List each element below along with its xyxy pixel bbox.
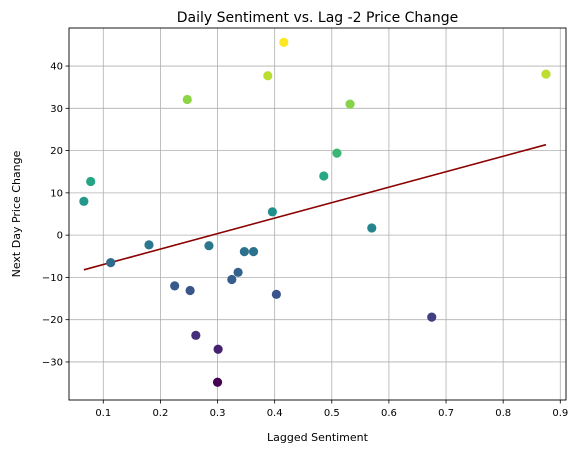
data-point <box>239 247 249 257</box>
y-tick-label: 0 <box>57 231 63 242</box>
y-tick-label: −10 <box>42 273 63 284</box>
grid <box>69 28 566 400</box>
data-point <box>227 274 237 285</box>
data-point <box>319 171 329 181</box>
y-tick-label: 10 <box>50 188 63 199</box>
data-point <box>345 99 355 109</box>
data-point <box>106 258 116 268</box>
y-axis-ticks: −30 −20 −10 0 10 20 30 40 <box>42 62 69 368</box>
data-point <box>367 223 377 233</box>
y-tick-label: 20 <box>50 146 63 157</box>
data-point <box>233 267 243 277</box>
x-axis-ticks: 0.1 0.2 0.3 0.4 0.5 0.6 0.7 0.8 0.9 <box>95 400 568 419</box>
data-point <box>263 71 273 81</box>
data-point <box>204 241 214 251</box>
x-tick-label: 0.2 <box>152 408 168 419</box>
x-tick-label: 0.1 <box>95 408 111 419</box>
data-points <box>79 37 551 387</box>
plot-frame <box>68 27 567 401</box>
y-tick-label: 30 <box>50 104 63 115</box>
data-point <box>267 207 277 217</box>
data-point <box>191 330 201 340</box>
y-axis-label: Next Day Price Change <box>10 150 23 277</box>
data-point <box>144 240 154 250</box>
data-point <box>79 196 89 206</box>
data-point <box>86 176 96 187</box>
data-point <box>279 37 289 47</box>
data-point <box>212 377 223 387</box>
y-tick-label: 40 <box>50 62 63 73</box>
x-tick-label: 0.4 <box>267 408 283 419</box>
data-point <box>248 247 259 257</box>
y-tick-label: −20 <box>42 315 63 326</box>
chart-title: Daily Sentiment vs. Lag -2 Price Change <box>177 10 459 26</box>
data-point <box>271 289 281 299</box>
trend-line <box>83 143 547 271</box>
x-tick-label: 0.7 <box>438 408 454 419</box>
data-point <box>332 148 342 158</box>
x-tick-label: 0.5 <box>324 408 340 419</box>
x-tick-label: 0.8 <box>495 408 511 419</box>
x-tick-label: 0.3 <box>210 408 226 419</box>
x-tick-label: 0.9 <box>552 408 568 419</box>
trend-line-layer <box>83 143 547 271</box>
y-tick-label: −30 <box>42 357 63 368</box>
data-point <box>427 312 437 322</box>
data-point <box>185 285 195 296</box>
data-point <box>213 344 223 354</box>
data-point <box>170 281 180 291</box>
x-axis-label: Lagged Sentiment <box>267 431 369 444</box>
data-point <box>541 69 551 79</box>
data-point <box>182 94 192 105</box>
x-tick-label: 0.6 <box>381 408 397 419</box>
